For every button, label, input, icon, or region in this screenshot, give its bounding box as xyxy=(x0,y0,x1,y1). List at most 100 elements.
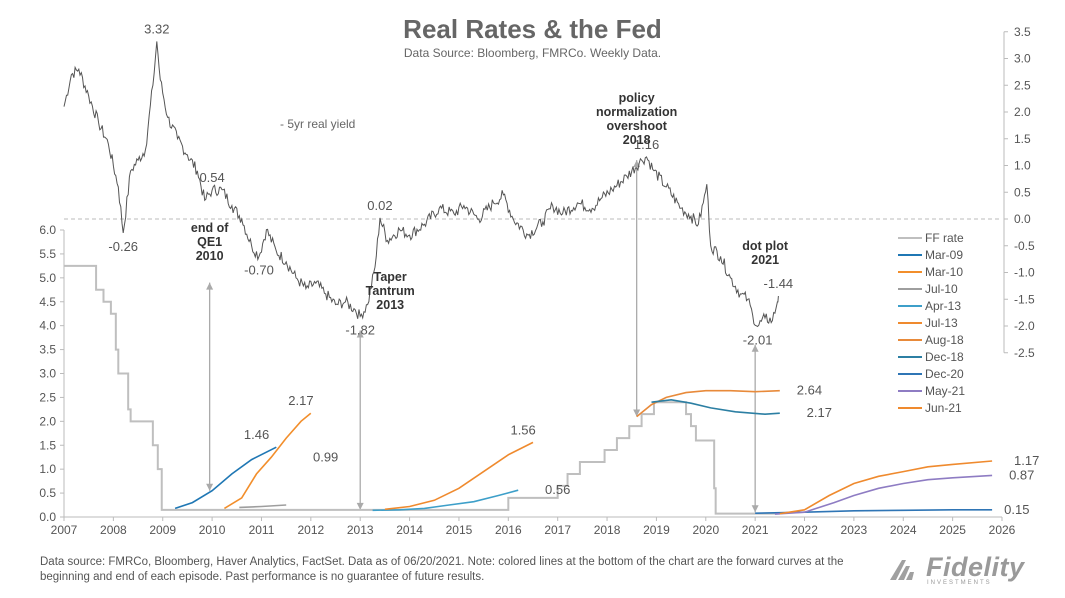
event-arrow-head xyxy=(356,330,364,338)
data-value-label: 0.87 xyxy=(1009,467,1034,482)
left-axis-tick-label: 4.5 xyxy=(39,295,56,309)
event-label-line: Taper xyxy=(374,270,407,284)
event-arrow-head xyxy=(751,505,759,513)
data-value-label: 1.16 xyxy=(634,137,659,152)
right-axis-tick-label: 0.5 xyxy=(1014,185,1031,199)
chart-subtitle: Data Source: Bloomberg, FMRCo. Weekly Da… xyxy=(403,46,662,60)
right-axis-tick-label: -2.0 xyxy=(1014,319,1035,333)
right-axis-tick-label: -0.5 xyxy=(1014,239,1035,253)
x-axis-tick-label: 2007 xyxy=(51,523,78,537)
data-value-label: 0.56 xyxy=(545,482,570,497)
left-axis-tick-label: 2.0 xyxy=(39,414,56,428)
x-axis-tick-label: 2026 xyxy=(989,523,1016,537)
event-label-line: 2018 xyxy=(623,133,651,147)
series-line-mar-10 xyxy=(223,412,312,510)
data-value-label: 2.17 xyxy=(807,405,832,420)
data-value-label: -2.01 xyxy=(743,333,773,348)
data-value-label: 0.99 xyxy=(313,450,338,465)
x-axis-tick-label: 2009 xyxy=(149,523,176,537)
x-axis-tick-label: 2019 xyxy=(643,523,670,537)
data-value-label: -0.26 xyxy=(108,239,138,254)
legend-label: Dec-20 xyxy=(925,367,964,381)
x-axis-tick-label: 2022 xyxy=(791,523,818,537)
legend-label: Jul-10 xyxy=(925,282,958,296)
right-axis-tick-label: 3.0 xyxy=(1014,52,1031,66)
x-axis-tick-label: 2012 xyxy=(297,523,324,537)
x-axis-tick-label: 2015 xyxy=(446,523,473,537)
fidelity-logo-subtext: INVESTMENTS xyxy=(927,580,992,586)
x-axis-tick-label: 2020 xyxy=(692,523,719,537)
right-axis-tick-label: -2.5 xyxy=(1014,346,1035,360)
right-axis-tick-label: 1.5 xyxy=(1014,132,1031,146)
fidelity-logo-text: Fidelity xyxy=(926,552,1025,582)
series-line-mar-09 xyxy=(174,446,277,510)
left-axis-tick-label: 6.0 xyxy=(39,223,56,237)
x-axis-tick-label: 2021 xyxy=(742,523,769,537)
right-axis-tick-label: -1.0 xyxy=(1014,266,1035,280)
legend-label: Dec-18 xyxy=(925,350,964,364)
data-value-label: 1.56 xyxy=(510,422,535,437)
data-value-label: -1.82 xyxy=(345,322,375,337)
data-value-label: -0.70 xyxy=(244,262,274,277)
event-arrow-head xyxy=(633,409,641,417)
series-line-aug-18 xyxy=(636,389,780,418)
event-label-line: overshoot xyxy=(606,119,667,133)
event-label-line: dot plot xyxy=(742,239,789,253)
event-label-line: 2010 xyxy=(196,249,224,263)
left-axis-tick-label: 3.0 xyxy=(39,367,56,381)
data-value-label: 2.17 xyxy=(288,393,313,408)
legend-label: Jul-13 xyxy=(925,316,958,330)
legend-label: Mar-10 xyxy=(925,265,963,279)
data-value-label: 1.17 xyxy=(1014,453,1039,468)
left-axis-tick-label: 3.5 xyxy=(39,343,56,357)
legend-label: Apr-13 xyxy=(925,299,961,313)
event-label-line: Tantrum xyxy=(366,284,415,298)
fidelity-pyramid-icon xyxy=(890,560,914,580)
x-axis-tick-label: 2011 xyxy=(249,523,275,537)
series-line-jul-10 xyxy=(239,504,287,509)
series-line-5yr-real-yield xyxy=(63,41,779,328)
legend-label: May-21 xyxy=(925,384,965,398)
left-axis-tick-label: 5.5 xyxy=(39,247,56,261)
legend-label: Mar-09 xyxy=(925,248,963,262)
right-axis-tick-label: 1.0 xyxy=(1014,159,1031,173)
data-value-label: 0.02 xyxy=(367,198,392,213)
right-axis-tick-label: -1.5 xyxy=(1014,292,1035,306)
chart-title: Real Rates & the Fed xyxy=(403,14,662,44)
left-axis-tick-label: 5.0 xyxy=(39,271,56,285)
x-axis-tick-label: 2016 xyxy=(495,523,522,537)
legend-label: Aug-18 xyxy=(925,333,964,347)
real-rates-chart: 0.0 0.5 1.0 1.5 2.0 2.5 3.0 3.5 4.0 4.5 5.0 5.5 6.0 3… xyxy=(39,21,1039,537)
x-axis-tick-label: 2014 xyxy=(396,523,423,537)
x-axis-tick-label: 2017 xyxy=(544,523,571,537)
event-label-line: end of xyxy=(191,221,229,235)
data-value-label: -1.44 xyxy=(764,276,794,291)
right-axis-tick-label: 3.5 xyxy=(1014,25,1031,39)
left-axis-tick-label: 0.0 xyxy=(39,510,56,524)
event-arrow-head xyxy=(356,502,364,510)
series-line-may-21 xyxy=(774,474,993,515)
event-arrow-head xyxy=(751,344,759,352)
left-axis-tick-label: 1.0 xyxy=(39,462,56,476)
data-value-label: 3.32 xyxy=(144,21,169,36)
event-label-line: normalization xyxy=(596,105,677,119)
event-label-line: QE1 xyxy=(197,235,222,249)
data-value-label: 1.46 xyxy=(244,427,269,442)
footnote: Data source: FMRCo, Bloomberg, Haver Ana… xyxy=(40,556,844,583)
event-arrow-head xyxy=(206,483,214,491)
right-axis-tick-label: 2.5 xyxy=(1014,78,1031,92)
series-line-jun-21 xyxy=(779,460,993,515)
legend-label: FF rate xyxy=(925,231,964,245)
left-axis-tick-label: 1.5 xyxy=(39,438,56,452)
x-axis-tick-label: 2018 xyxy=(594,523,621,537)
series-line-dec-18 xyxy=(651,398,780,416)
x-axis-tick-label: 2023 xyxy=(841,523,868,537)
event-label-line: policy xyxy=(619,91,655,105)
data-value-label: 2.64 xyxy=(797,383,822,398)
x-axis-tick-label: 2024 xyxy=(890,523,917,537)
series-line-apr-13 xyxy=(372,489,519,512)
left-axis-tick-label: 0.5 xyxy=(39,486,56,500)
x-axis-tick-label: 2025 xyxy=(939,523,966,537)
data-value-label: 0.15 xyxy=(1004,502,1029,517)
data-value-label: 0.54 xyxy=(199,170,224,185)
